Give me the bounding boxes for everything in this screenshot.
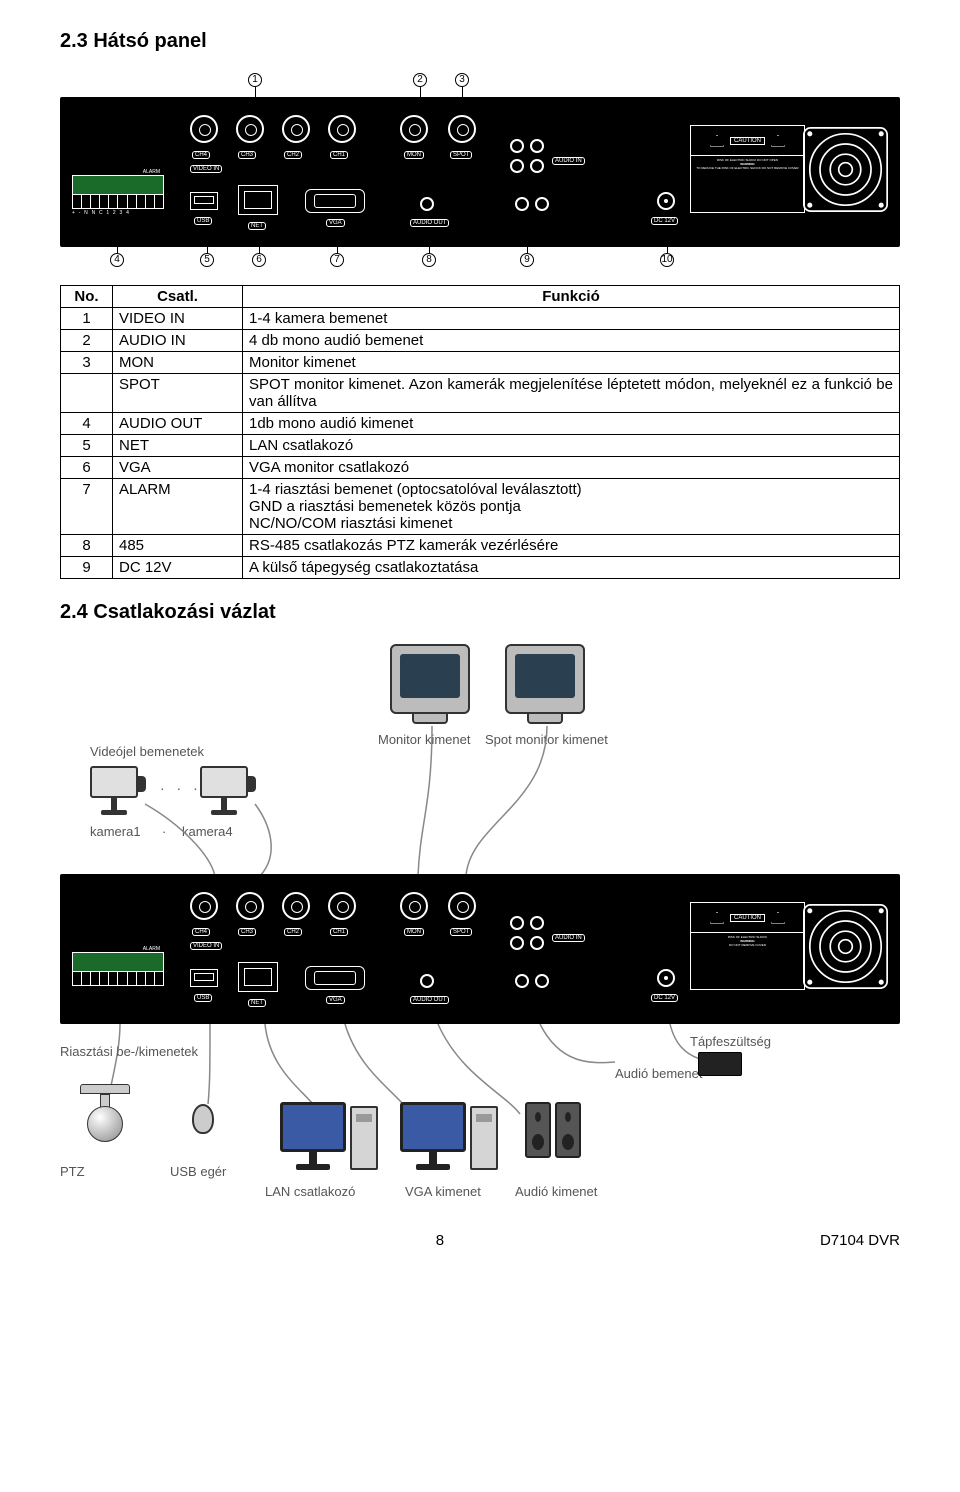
marker-b-4: 4 [110,253,124,267]
table-row: 1VIDEO IN1-4 kamera bemenet [61,308,900,330]
label-video-in: Videójel bemenetek [90,744,204,759]
dc-label: DC 12V [651,217,678,225]
dc-port [657,192,675,210]
table-row: 6VGAVGA monitor csatlakozó [61,457,900,479]
video-in-label: VIDEO IN [190,165,222,173]
marker-b-7: 7 [330,253,344,267]
fan-icon [803,127,888,212]
camera-icon [90,766,138,798]
vga-monitor-icon [400,1102,466,1152]
table-row: 7ALARM1-4 riasztási bemenet (optocsatoló… [61,479,900,535]
page-footer: 8 D7104 DVR [60,1232,900,1249]
marker-b-10: 10 [660,253,674,267]
label-vga-out: VGA kimenet [405,1184,481,1199]
label-cam1: kamera1 [90,824,141,839]
label-ptz: PTZ [60,1164,85,1179]
crt-monitor-icon [390,644,470,714]
marker-top-2: 2 [413,73,427,87]
net-label: NET [248,222,266,230]
label-monitor-out: Monitor kimenet [378,732,470,747]
usb-port [190,192,218,210]
th-port: Csatl. [113,286,243,308]
vga-label: VGA [326,219,345,227]
th-func: Funkció [243,286,900,308]
label-spot-out: Spot monitor kimenet [485,732,608,747]
connector-table: No. Csatl. Funkció 1VIDEO IN1-4 kamera b… [60,285,900,579]
pc-tower-icon [350,1106,378,1170]
speaker-icon [525,1102,551,1158]
marker-top-1: 1 [248,73,262,87]
caution-plate: CAUTION RISK OF ELECTRIC SHOCK DO NOT OP… [690,125,805,213]
usb-label: USB [194,217,212,225]
psu-icon [698,1052,742,1076]
video-in-row [190,115,356,143]
label-audio-in: Audió bemenet [615,1066,702,1081]
lcd-icon [280,1102,346,1152]
label-audio-out: Audió kimenet [515,1184,597,1199]
camera-icon-2 [200,766,248,798]
label-alarm-io: Riasztási be-/kimenetek [60,1044,198,1059]
marker-top-3: 3 [455,73,469,87]
ch4-label: CH4 [192,151,210,159]
pc-tower-icon-2 [470,1106,498,1170]
ptz-dome-icon [80,1084,130,1124]
rear-panel-2: CH4 CH3 CH2 CH1 VIDEO IN MON SPOT AUDIO … [60,874,900,1024]
alarm-terminal: ALARM + - N N C 1 2 3 4 [72,169,164,215]
rear-panel: CH4 CH3 CH2 CH1 VIDEO IN MON SPOT AUDIO … [60,97,900,247]
label-cam4: kamera4 [182,824,233,839]
table-row: 4AUDIO OUT1db mono audió kimenet [61,413,900,435]
ch1-label: CH1 [330,151,348,159]
table-row: 3MONMonitor kimenet [61,352,900,374]
label-usb-mouse: USB egér [170,1164,226,1179]
ch3-label: CH3 [238,151,256,159]
label-power: Tápfeszültség [690,1034,771,1049]
th-no: No. [61,286,113,308]
vga-port [305,189,365,213]
label-lan: LAN csatlakozó [265,1184,355,1199]
mon-label: MON [404,151,424,159]
rear-panel-figure: 1 2 3 CH4 CH3 CH2 CH1 VIDEO IN MON SPOT … [60,71,900,275]
speaker-icon-2 [555,1102,581,1158]
marker-b-8: 8 [422,253,436,267]
section-title-2: 2.4 Csatlakozási vázlat [60,601,900,624]
table-row: 9DC 12VA külső tápegység csatlakoztatása [61,557,900,579]
net-port [238,185,278,215]
section-title-1: 2.3 Hátsó panel [60,30,900,53]
page-number: 8 [436,1232,444,1249]
table-row: 8485RS-485 csatlakozás PTZ kamerák vezér… [61,535,900,557]
mouse-icon [192,1104,214,1134]
table-row: 5NETLAN csatlakozó [61,435,900,457]
table-row: 2AUDIO IN4 db mono audió bemenet [61,330,900,352]
marker-b-9: 9 [520,253,534,267]
audio-out-label: AUDIO OUT [410,219,449,227]
doc-name: D7104 DVR [820,1232,900,1249]
connection-diagram: Monitor kimenet Spot monitor kimenet Vid… [60,644,900,1204]
ch2-label: CH2 [284,151,302,159]
spot-label: SPOT [450,151,472,159]
marker-b-5: 5 [200,253,214,267]
marker-b-6: 6 [252,253,266,267]
table-row: SPOTSPOT monitor kimenet. Azon kamerák m… [61,374,900,413]
audio-in-label: AUDIO IN [552,157,585,165]
crt-spot-icon [505,644,585,714]
